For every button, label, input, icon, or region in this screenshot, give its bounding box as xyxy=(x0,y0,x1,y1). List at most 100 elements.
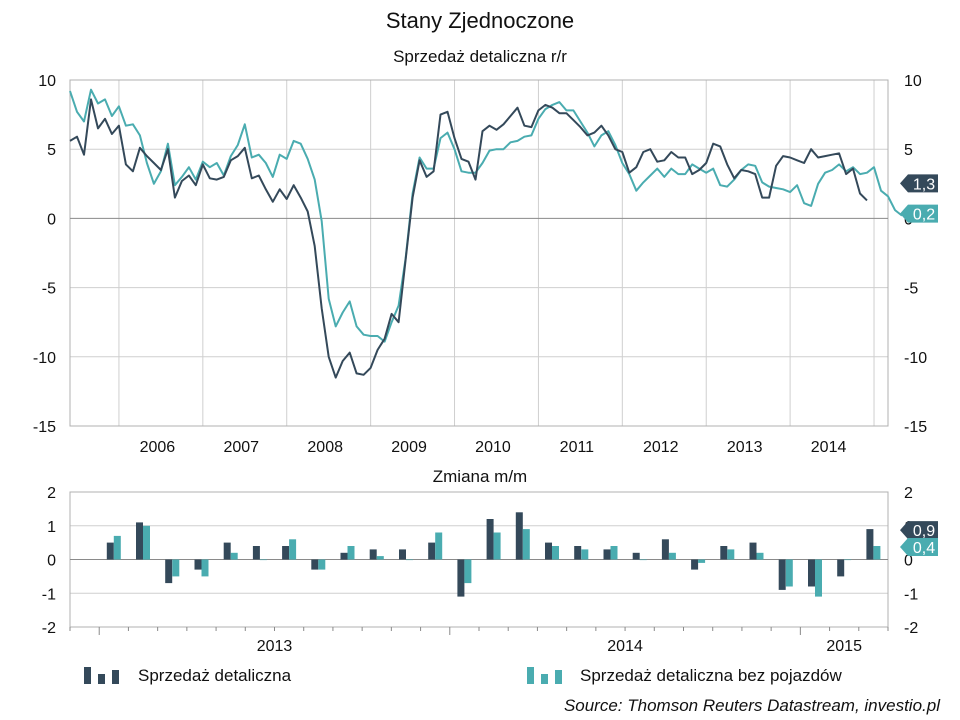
bar-retail xyxy=(486,519,494,560)
bar-retail-ex-autos xyxy=(552,546,559,560)
top-y-tick-left: 10 xyxy=(38,73,56,90)
bottom-y-tick-right: -2 xyxy=(904,620,918,637)
top-x-tick-label: 2011 xyxy=(560,439,595,456)
legend-swatch-teal-3 xyxy=(555,670,562,684)
bar-retail xyxy=(136,522,143,560)
bar-retail xyxy=(632,552,640,560)
bar-retail xyxy=(749,542,757,560)
bar-retail-ex-autos xyxy=(172,559,180,577)
top-end-value-retail-ex-autos-tag xyxy=(900,204,938,223)
bar-retail-ex-autos xyxy=(143,525,150,560)
bottom-end-value-retail-ex-autos-tag-label: 0,4 xyxy=(913,540,935,557)
bar-retail-ex-autos xyxy=(844,559,852,561)
legend-swatch-teal-1 xyxy=(527,667,534,684)
bar-retail-ex-autos xyxy=(376,556,384,560)
top-end-value-retail-tag xyxy=(900,174,938,193)
bottom-y-tick-left: 0 xyxy=(47,553,56,570)
bottom-y-tick-left: -2 xyxy=(42,620,56,637)
top-y-tick-left: -5 xyxy=(42,281,56,298)
bar-retail xyxy=(866,529,874,560)
bar-retail xyxy=(223,542,231,560)
bar-retail-ex-autos xyxy=(727,549,735,560)
bar-retail-ex-autos xyxy=(756,552,764,560)
bottom-y-tick-right: 0 xyxy=(904,553,913,570)
bar-retail-ex-autos xyxy=(522,529,530,560)
chart-title: Stany Zjednoczone xyxy=(386,8,574,33)
bar-retail xyxy=(661,539,669,560)
bottom-x-tick-label: 2015 xyxy=(826,638,862,655)
top-y-tick-right: -5 xyxy=(904,281,918,298)
bar-retail xyxy=(603,549,611,560)
bar-retail-ex-autos xyxy=(435,532,443,560)
legend-label-retail: Sprzedaż detaliczna xyxy=(138,666,292,685)
top-x-tick-label: 2014 xyxy=(811,439,847,456)
legend-swatch-teal-2 xyxy=(541,674,548,684)
bottom-chart-subtitle: Zmiana m/m xyxy=(433,467,527,486)
bar-retail xyxy=(428,542,436,560)
bar-retail xyxy=(340,552,348,560)
top-x-tick-label: 2009 xyxy=(391,439,427,456)
top-y-tick-left: 5 xyxy=(47,142,56,159)
bar-retail xyxy=(691,559,699,570)
bar-retail-ex-autos xyxy=(668,552,676,560)
top-y-tick-right: 5 xyxy=(904,142,913,159)
top-end-value-retail-ex-autos-tag-label: 0,2 xyxy=(913,207,935,224)
top-y-tick-left: -15 xyxy=(33,419,56,436)
top-y-tick-right: -15 xyxy=(904,419,927,436)
top-y-tick-left: -10 xyxy=(33,350,56,367)
top-line-plot: 10105500-5-5-10-10-15-152006200720082009… xyxy=(33,73,938,456)
source-note: Source: Thomson Reuters Datastream, inve… xyxy=(564,696,941,715)
bar-retail xyxy=(106,542,114,560)
legend-swatch-dark-2 xyxy=(98,674,105,684)
bar-retail xyxy=(457,559,465,597)
bottom-x-tick-label: 2013 xyxy=(257,638,293,655)
bar-retail-ex-autos xyxy=(581,549,589,560)
top-end-value-retail-tag-label: 1,3 xyxy=(913,176,935,193)
bar-retail xyxy=(778,559,786,590)
top-x-tick-label: 2006 xyxy=(140,439,176,456)
bar-retail-ex-autos xyxy=(873,546,881,560)
bar-retail xyxy=(369,549,377,560)
legend-swatch-dark-1 xyxy=(84,667,91,684)
bar-retail-ex-autos xyxy=(493,532,501,560)
bar-retail xyxy=(399,549,406,560)
top-x-tick-label: 2010 xyxy=(475,439,511,456)
bar-retail xyxy=(574,546,582,560)
bottom-end-value-retail-tag-label: 0,9 xyxy=(913,523,935,540)
bottom-end-value-retail-tag xyxy=(900,521,938,540)
bar-retail xyxy=(837,559,845,577)
legend-swatch-dark-3 xyxy=(112,670,119,684)
bottom-end-value-retail-ex-autos-tag xyxy=(900,538,938,556)
bottom-y-tick-right: 2 xyxy=(904,485,913,502)
bar-retail-ex-autos xyxy=(464,559,472,584)
bottom-y-tick-left: 2 xyxy=(47,485,56,502)
bar-retail xyxy=(252,546,260,560)
bottom-x-tick-label: 2014 xyxy=(607,638,643,655)
series-line-retail-ex-autos xyxy=(69,88,903,343)
top-y-tick-left: 0 xyxy=(47,211,56,228)
top-y-tick-right: 10 xyxy=(904,73,922,90)
top-y-tick-right: -10 xyxy=(904,350,927,367)
bar-retail-ex-autos xyxy=(113,535,121,560)
bar-retail-ex-autos xyxy=(698,559,706,563)
bar-retail-ex-autos xyxy=(406,559,413,561)
legend: Sprzedaż detaliczna Sprzedaż detaliczna … xyxy=(84,666,842,685)
bar-retail xyxy=(720,546,728,560)
bar-retail-ex-autos xyxy=(639,559,647,561)
bar-retail xyxy=(282,546,290,560)
series-line-retail xyxy=(69,98,868,379)
bottom-y-tick-right: -1 xyxy=(904,586,918,603)
top-chart-subtitle: Sprzedaż detaliczna r/r xyxy=(393,47,567,66)
bar-retail xyxy=(194,559,202,570)
top-x-tick-label: 2013 xyxy=(727,439,763,456)
legend-label-retail-ex-autos: Sprzedaż detaliczna bez pojazdów xyxy=(580,666,842,685)
bar-retail-ex-autos xyxy=(610,546,618,560)
bar-retail-ex-autos xyxy=(347,546,355,560)
bar-retail-ex-autos xyxy=(201,559,209,577)
top-plot-frame xyxy=(69,79,889,427)
bar-retail xyxy=(515,512,523,560)
bar-retail-ex-autos xyxy=(259,559,267,561)
bar-retail xyxy=(311,559,319,570)
